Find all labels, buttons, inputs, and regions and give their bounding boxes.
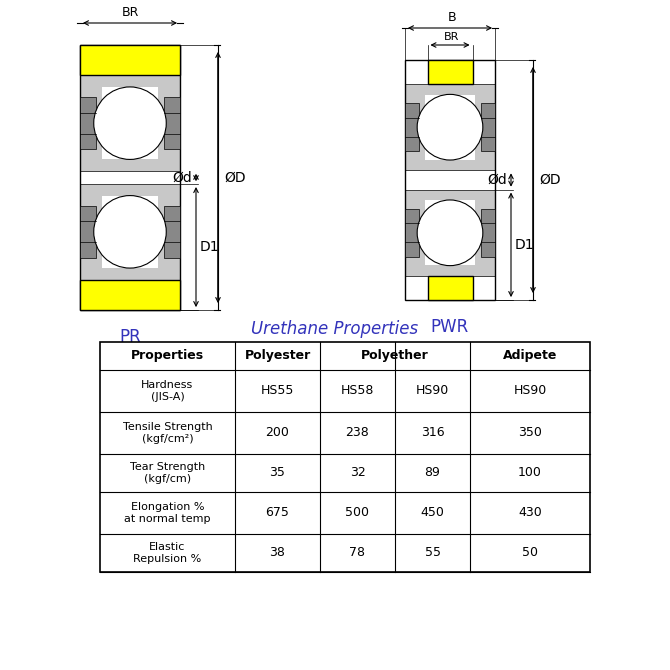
Bar [102, 87, 158, 159]
Text: 89: 89 [425, 466, 440, 480]
Text: HS58: HS58 [341, 385, 374, 397]
Text: Adipete: Adipete [502, 350, 557, 362]
Bar [425, 94, 475, 159]
Bar [80, 206, 96, 258]
Text: BR: BR [121, 6, 139, 19]
Text: 316: 316 [421, 427, 444, 440]
Text: 50: 50 [522, 547, 538, 559]
Bar [102, 196, 158, 267]
Text: D1: D1 [515, 238, 535, 252]
Bar [427, 276, 472, 300]
Bar [405, 103, 419, 151]
Text: 100: 100 [518, 466, 542, 480]
Text: B: B [448, 11, 456, 24]
Text: HS55: HS55 [261, 385, 294, 397]
Text: 238: 238 [346, 427, 369, 440]
Text: HS90: HS90 [416, 385, 449, 397]
Text: Polyester: Polyester [245, 350, 311, 362]
Text: 430: 430 [518, 507, 542, 519]
Text: 675: 675 [265, 507, 289, 519]
Bar [405, 209, 419, 257]
Bar [164, 206, 180, 258]
Text: 450: 450 [421, 507, 444, 519]
Text: PWR: PWR [431, 318, 469, 336]
Bar [425, 200, 475, 265]
Bar [80, 45, 180, 310]
Text: BR: BR [444, 32, 460, 42]
Text: ØD: ØD [224, 170, 246, 184]
Bar [405, 190, 495, 276]
Text: HS90: HS90 [513, 385, 547, 397]
Text: 350: 350 [518, 427, 542, 440]
Bar [80, 76, 180, 171]
Text: 78: 78 [350, 547, 366, 559]
Bar [100, 342, 590, 572]
Text: 200: 200 [265, 427, 289, 440]
Bar [405, 60, 495, 300]
Bar [80, 97, 96, 149]
Bar [80, 279, 180, 310]
Circle shape [417, 94, 483, 160]
Text: Hardness
(JIS-A): Hardness (JIS-A) [141, 380, 194, 402]
Text: Tensile Strength
(kgf/cm²): Tensile Strength (kgf/cm²) [123, 422, 212, 444]
Text: Ød: Ød [172, 170, 192, 184]
Text: 38: 38 [269, 547, 285, 559]
Text: 35: 35 [269, 466, 285, 480]
Text: Properties: Properties [131, 350, 204, 362]
Text: Tear Strength
(kgf/cm): Tear Strength (kgf/cm) [130, 462, 205, 484]
Circle shape [94, 196, 166, 268]
Circle shape [94, 87, 166, 159]
Text: 55: 55 [425, 547, 440, 559]
Bar [80, 184, 180, 279]
Circle shape [417, 200, 483, 265]
Bar [80, 45, 180, 76]
Bar [164, 97, 180, 149]
Bar [405, 84, 495, 170]
Text: 500: 500 [346, 507, 369, 519]
Text: PR: PR [119, 328, 141, 346]
Bar [427, 60, 472, 84]
Bar [480, 103, 495, 151]
Text: Ød: Ød [487, 173, 507, 187]
Text: Elongation %
at normal temp: Elongation % at normal temp [124, 502, 211, 524]
Bar [480, 209, 495, 257]
Text: 32: 32 [350, 466, 365, 480]
Text: D1: D1 [200, 240, 220, 254]
Text: Elastic
Repulsion %: Elastic Repulsion % [133, 542, 202, 563]
Text: Urethane Properties: Urethane Properties [251, 320, 419, 338]
Text: Polyether: Polyether [361, 350, 429, 362]
Text: ØD: ØD [539, 173, 561, 187]
